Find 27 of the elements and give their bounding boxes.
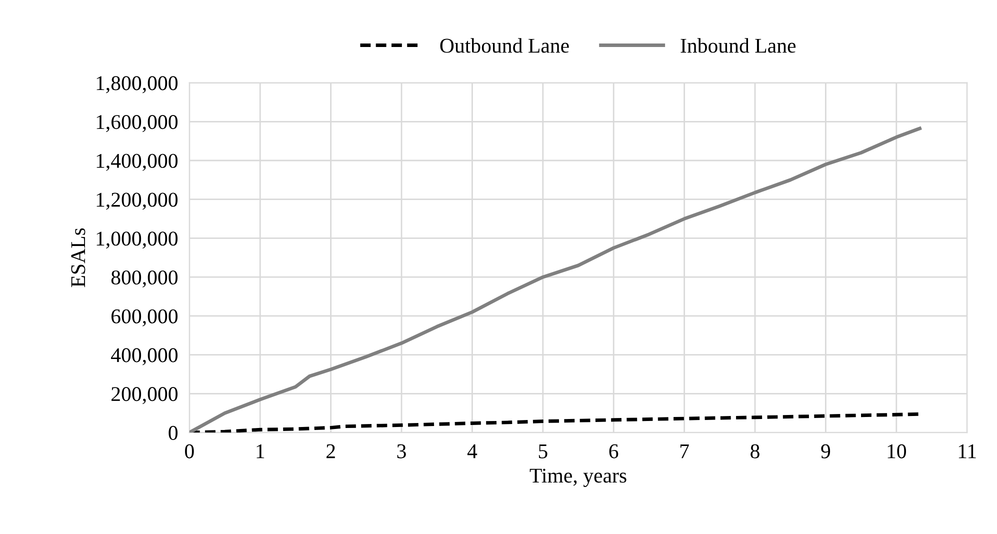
x-tick-label: 6 xyxy=(609,444,618,458)
line-series xyxy=(189,126,922,433)
x-tick-label: 5 xyxy=(538,444,548,458)
y-tick-label: 1,600,000 xyxy=(96,115,178,132)
y-tick-label: 1,400,000 xyxy=(96,154,178,171)
y-tick-label: 1,800,000 xyxy=(96,76,178,94)
x-tick-label: 1 xyxy=(256,444,264,458)
x-tick-label: 11 xyxy=(958,444,976,458)
y-tick-label: 400,000 xyxy=(111,348,178,366)
x-tick-label: 9 xyxy=(821,444,830,458)
x-tick-label: 4 xyxy=(467,444,478,458)
y-tick-label: 1,000,000 xyxy=(96,232,178,249)
legend-label: Inbound Lane xyxy=(680,38,796,53)
x-tick-label: 8 xyxy=(750,444,760,458)
x-tick-label: 10 xyxy=(888,444,906,458)
x-axis-title: Time, years xyxy=(530,468,626,487)
y-tick-label: 1,200,000 xyxy=(96,192,178,210)
legend-label: Outbound Lane xyxy=(440,38,569,53)
x-tick-label: 0 xyxy=(185,444,194,458)
y-tick-label: 800,000 xyxy=(111,270,178,288)
x-tick-label: 7 xyxy=(680,444,689,458)
y-tick-label: 0 xyxy=(168,426,178,440)
y-tick-label: 600,000 xyxy=(112,309,178,326)
x-tick-label: 3 xyxy=(397,444,406,458)
y-tick-label: 200,000 xyxy=(112,387,178,404)
x-tick-label: 2 xyxy=(326,444,335,458)
y-axis-title: ESALs xyxy=(71,228,86,288)
